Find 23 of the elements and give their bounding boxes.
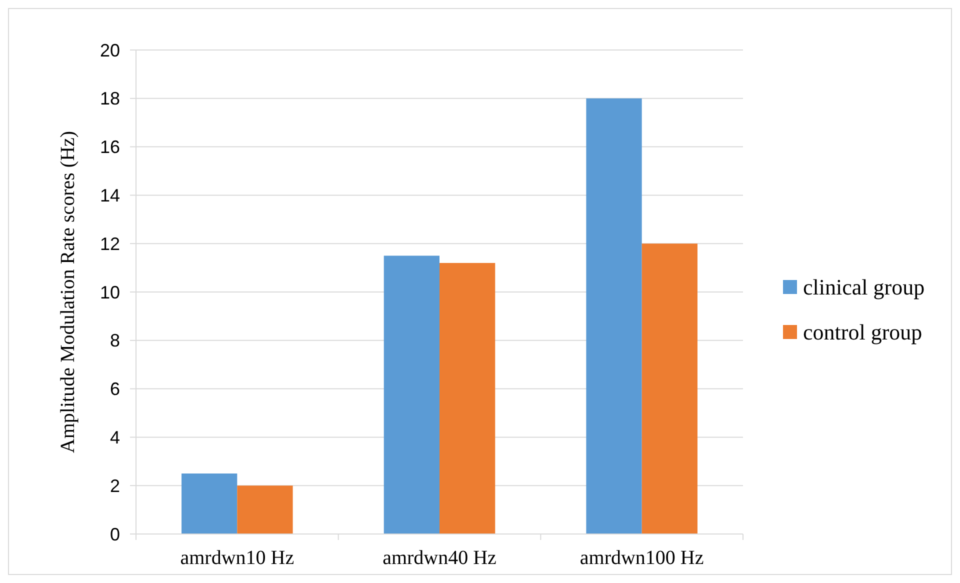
- y-tick-label: 12: [100, 234, 120, 254]
- bar: [440, 262, 496, 534]
- bar: [642, 244, 698, 534]
- legend-label: control group: [803, 320, 922, 345]
- y-tick-label: 20: [100, 40, 120, 60]
- x-tick-label: amrdwn10 Hz: [180, 547, 294, 569]
- y-tick-label: 0: [110, 524, 120, 544]
- y-tick-label: 14: [100, 186, 120, 206]
- bar: [237, 486, 293, 534]
- y-tick-label: 2: [110, 476, 120, 496]
- y-axis-title: Amplitude Modulation Rate scores (Hz): [57, 130, 79, 454]
- x-tick-label: amrdwn100 Hz: [580, 547, 704, 569]
- bar: [586, 98, 642, 534]
- y-tick-label: 8: [110, 330, 120, 351]
- y-tick-label: 16: [100, 137, 120, 158]
- y-tick-label: 4: [110, 428, 120, 448]
- legend-label: clinical group: [803, 274, 925, 300]
- bar: [384, 256, 440, 534]
- bar: [182, 474, 238, 534]
- y-tick-label: 6: [110, 379, 120, 400]
- y-tick-label: 18: [100, 88, 120, 109]
- y-tick-label: 10: [100, 282, 120, 302]
- x-tick-label: amrdwn40 Hz: [382, 547, 497, 569]
